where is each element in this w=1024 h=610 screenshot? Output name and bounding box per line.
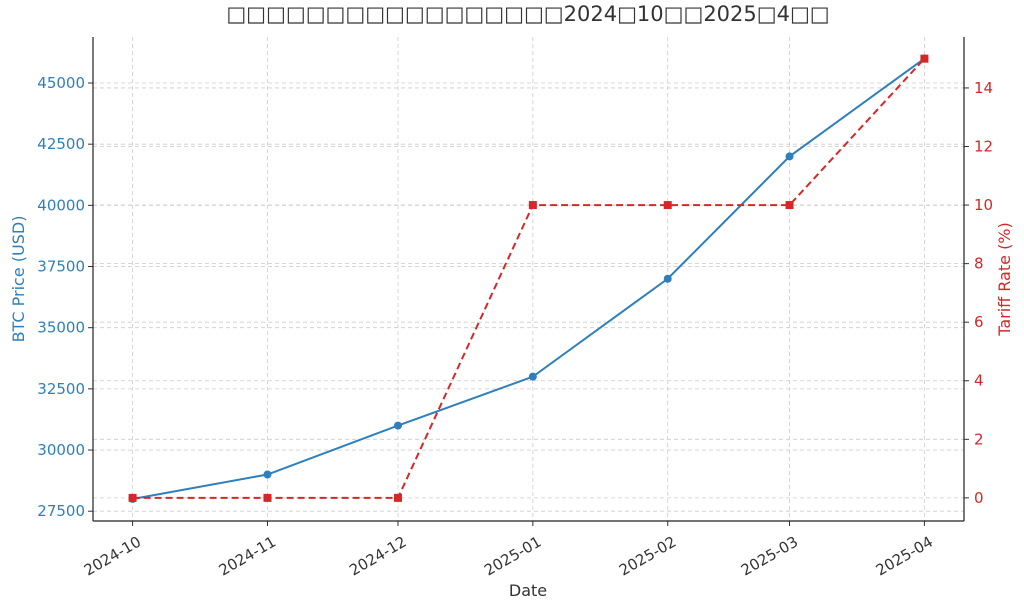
marker bbox=[263, 470, 272, 479]
y-tick-label: 32500 bbox=[37, 380, 85, 398]
x-tick-label: 2024-11 bbox=[216, 533, 279, 580]
marker bbox=[128, 493, 137, 502]
series-line bbox=[132, 57, 925, 500]
y2-tick-label: 8 bbox=[974, 255, 984, 273]
marker bbox=[663, 201, 672, 210]
x-tick-label: 2025-04 bbox=[873, 533, 936, 580]
x-tick-label: 2024-10 bbox=[81, 533, 144, 580]
y2-tick-label: 6 bbox=[974, 313, 984, 331]
x-tick-label: 2025-02 bbox=[616, 533, 679, 580]
y2-tick-label: 14 bbox=[974, 79, 993, 97]
x-tick-label: 2024-12 bbox=[346, 533, 409, 580]
marker bbox=[920, 54, 929, 63]
y2-tick-label: 12 bbox=[974, 138, 993, 156]
y2-tick-label: 2 bbox=[974, 430, 984, 448]
y2-tick-label: 4 bbox=[974, 372, 984, 390]
marker bbox=[785, 152, 794, 161]
marker bbox=[528, 372, 537, 381]
y-tick-label: 40000 bbox=[37, 196, 85, 214]
marker bbox=[528, 201, 537, 210]
marker bbox=[393, 421, 402, 430]
y-tick-label: 27500 bbox=[37, 502, 85, 520]
marker bbox=[393, 493, 402, 502]
marker bbox=[785, 201, 794, 210]
y-tick-label: 42500 bbox=[37, 135, 85, 153]
x-tick-label: 2025-01 bbox=[481, 533, 544, 580]
y-tick-label: 45000 bbox=[37, 74, 85, 92]
chart-title: □□□□□□□□□□□□□□□□□2024□10□□2025□4□□ bbox=[226, 2, 829, 26]
x-axis-label: Date bbox=[509, 581, 547, 600]
series-line bbox=[132, 57, 926, 499]
marker bbox=[263, 493, 272, 502]
marker bbox=[663, 274, 672, 283]
x-tick-label: 2025-03 bbox=[738, 533, 801, 580]
y-axis-label: BTC Price (USD) bbox=[9, 216, 28, 343]
y2-axis-label: Tariff Rate (%) bbox=[995, 222, 1014, 337]
y-tick-label: 35000 bbox=[37, 319, 85, 337]
y2-tick-label: 10 bbox=[974, 196, 993, 214]
y-tick-label: 37500 bbox=[37, 258, 85, 276]
y-tick-label: 30000 bbox=[37, 441, 85, 459]
y2-tick-label: 0 bbox=[974, 489, 984, 507]
